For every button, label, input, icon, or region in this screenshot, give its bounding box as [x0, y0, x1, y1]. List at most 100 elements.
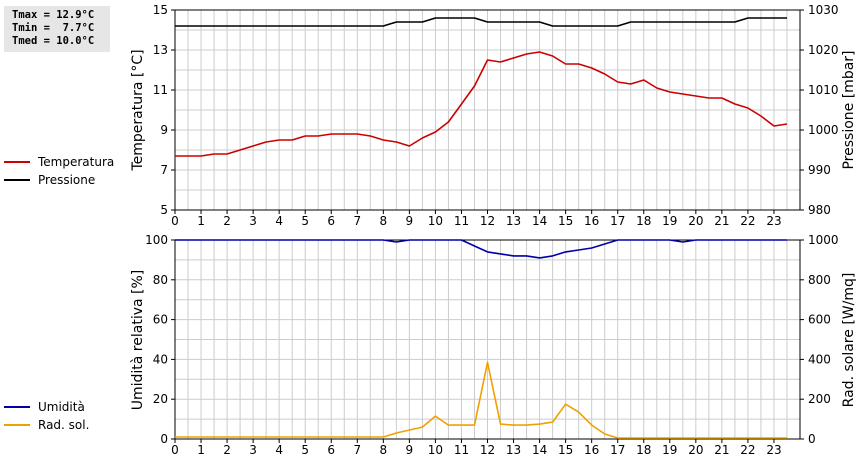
x-tick-label: 5	[301, 443, 309, 457]
y2-tick-label: 600	[808, 313, 831, 327]
y-tick-label: 40	[153, 352, 168, 366]
series-line-rad-sol	[175, 361, 787, 439]
x-tick-label: 21	[714, 443, 729, 457]
x-tick-label: 23	[766, 214, 781, 228]
x-tick-label: 14	[532, 443, 547, 457]
x-tick-label: 11	[454, 214, 469, 228]
x-tick-label: 6	[327, 443, 335, 457]
x-tick-label: 23	[766, 443, 781, 457]
legend-item-pressure: Pressione	[4, 171, 114, 189]
y2-tick-label: 990	[808, 163, 831, 177]
chart-top-y2label: Pressione [mbar]	[841, 50, 857, 169]
series-line-umidit	[175, 239, 787, 259]
legend-label-humidity: Umidità	[38, 400, 85, 414]
y2-tick-label: 0	[808, 432, 816, 446]
tmin-label: Tmin = 7.7°C	[12, 22, 95, 34]
x-tick-label: 17	[610, 214, 625, 228]
x-tick-label: 21	[714, 214, 729, 228]
x-tick-label: 1	[197, 214, 205, 228]
x-tick-label: 10	[428, 214, 443, 228]
x-tick-label: 0	[171, 443, 179, 457]
y-tick-label: 9	[160, 123, 168, 137]
y2-tick-label: 1030	[808, 3, 839, 17]
x-tick-label: 16	[584, 443, 599, 457]
x-tick-label: 5	[301, 214, 309, 228]
y2-tick-label: 1010	[808, 83, 839, 97]
y-tick-label: 7	[160, 163, 168, 177]
x-tick-label: 1	[197, 443, 205, 457]
x-tick-label: 22	[740, 214, 755, 228]
y-tick-label: 15	[153, 3, 168, 17]
x-tick-label: 15	[558, 214, 573, 228]
x-tick-label: 9	[406, 443, 414, 457]
x-tick-label: 6	[327, 214, 335, 228]
chart-bottom-ylabel: Umidità relativa [%]	[130, 270, 146, 411]
y-tick-label: 100	[145, 233, 168, 247]
legend-swatch-radiation	[4, 424, 30, 426]
x-tick-label: 18	[636, 443, 651, 457]
y-tick-label: 60	[153, 313, 168, 327]
temperature-stats-box: Tmax = 12.9°C Tmin = 7.7°C Tmed = 10.0°C	[4, 6, 110, 52]
y-tick-label: 13	[153, 43, 168, 57]
y-tick-label: 11	[153, 83, 168, 97]
x-tick-label: 3	[249, 214, 257, 228]
x-tick-label: 9	[406, 214, 414, 228]
x-tick-label: 8	[380, 214, 388, 228]
chart-bottom-y2label: Rad. solare [W/mq]	[841, 273, 857, 408]
x-tick-label: 7	[353, 443, 361, 457]
x-tick-label: 20	[688, 214, 703, 228]
y-tick-label: 5	[160, 203, 168, 217]
y2-tick-label: 1020	[808, 43, 839, 57]
y2-tick-label: 200	[808, 392, 831, 406]
x-tick-label: 22	[740, 443, 755, 457]
x-tick-label: 3	[249, 443, 257, 457]
legend-item-radiation: Rad. sol.	[4, 416, 89, 434]
x-tick-label: 13	[506, 443, 521, 457]
y-tick-label: 0	[160, 432, 168, 446]
x-tick-label: 2	[223, 214, 231, 228]
x-tick-label: 20	[688, 443, 703, 457]
y2-tick-label: 1000	[808, 123, 839, 137]
legend-bottom: Umidità Rad. sol.	[4, 398, 89, 434]
x-tick-label: 19	[662, 443, 677, 457]
x-tick-label: 4	[275, 443, 283, 457]
legend-swatch-humidity	[4, 406, 30, 408]
legend-label-pressure: Pressione	[38, 173, 96, 187]
legend-swatch-pressure	[4, 179, 30, 181]
x-tick-label: 10	[428, 443, 443, 457]
x-tick-label: 16	[584, 214, 599, 228]
x-tick-label: 7	[353, 214, 361, 228]
x-tick-label: 14	[532, 214, 547, 228]
legend-label-temperature: Temperatura	[38, 155, 115, 169]
x-tick-label: 0	[171, 214, 179, 228]
y2-tick-label: 400	[808, 352, 831, 366]
tmax-label: Tmax = 12.9°C	[12, 9, 95, 21]
legend-item-temperature: Temperatura	[4, 153, 114, 171]
legend-swatch-temperature	[4, 161, 30, 163]
legend-top: Temperatura Pressione	[4, 153, 114, 189]
x-tick-label: 11	[454, 443, 469, 457]
tmed-label: Tmed = 10.0°C	[12, 35, 95, 47]
x-tick-label: 12	[480, 443, 495, 457]
x-tick-label: 4	[275, 214, 283, 228]
series-line-pressione	[175, 17, 787, 27]
series-line-temperatura	[175, 51, 788, 157]
x-tick-label: 12	[480, 214, 495, 228]
x-tick-label: 15	[558, 443, 573, 457]
legend-label-radiation: Rad. sol.	[38, 418, 90, 432]
y-tick-label: 20	[153, 392, 168, 406]
y2-tick-label: 980	[808, 203, 831, 217]
y2-tick-label: 1000	[808, 233, 839, 247]
x-tick-label: 2	[223, 443, 231, 457]
chart-top-ylabel: Temperatura [°C]	[130, 49, 146, 171]
x-tick-label: 19	[662, 214, 677, 228]
y-tick-label: 80	[153, 273, 168, 287]
legend-item-humidity: Umidità	[4, 398, 89, 416]
x-tick-label: 17	[610, 443, 625, 457]
y2-tick-label: 800	[808, 273, 831, 287]
x-tick-label: 8	[380, 443, 388, 457]
x-tick-label: 18	[636, 214, 651, 228]
x-tick-label: 13	[506, 214, 521, 228]
